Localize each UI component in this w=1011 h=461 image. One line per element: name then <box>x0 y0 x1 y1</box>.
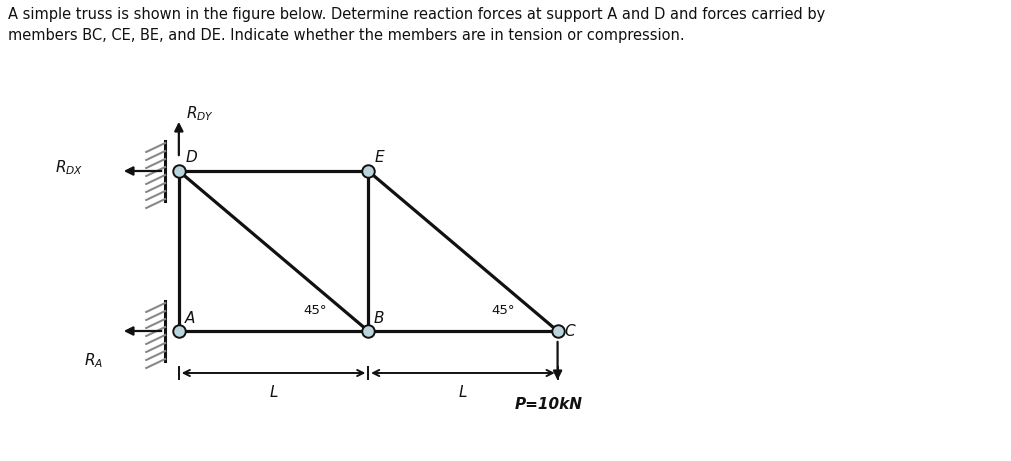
Text: $R_{DX}$: $R_{DX}$ <box>55 159 83 177</box>
Text: P=10kN: P=10kN <box>516 397 583 412</box>
Text: E: E <box>374 150 384 165</box>
Text: A: A <box>185 311 195 326</box>
Text: 45°: 45° <box>304 304 328 317</box>
Text: B: B <box>373 311 384 326</box>
Text: 45°: 45° <box>491 304 515 317</box>
Text: $R_{DY}$: $R_{DY}$ <box>186 105 214 124</box>
Text: L: L <box>269 385 278 400</box>
Text: L: L <box>459 385 467 400</box>
Text: $R_A$: $R_A$ <box>84 351 103 370</box>
Text: D: D <box>185 150 197 165</box>
Text: C: C <box>564 324 574 338</box>
Text: A simple truss is shown in the figure below. Determine reaction forces at suppor: A simple truss is shown in the figure be… <box>8 7 825 43</box>
